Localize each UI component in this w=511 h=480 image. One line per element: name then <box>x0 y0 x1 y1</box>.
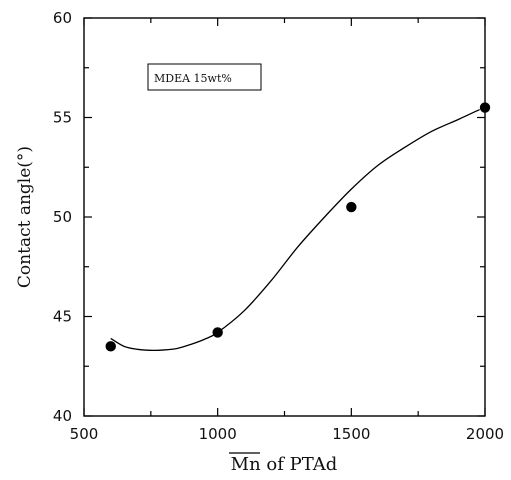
data-point <box>346 201 357 213</box>
x-tick-label: 1500 <box>332 425 370 443</box>
x-axis-title-rest: of PTAd <box>261 454 338 475</box>
x-axis-title: Mn of PTAd <box>229 452 338 475</box>
x-tick-label: 2000 <box>466 425 504 443</box>
tick-marks <box>83 17 486 417</box>
y-tick-label: 55 <box>53 109 72 127</box>
y-tick-label: 60 <box>53 9 72 27</box>
y-tick-labels: 40 45 50 55 60 <box>53 9 72 425</box>
y-axis-title: Contact angle(°) <box>15 146 35 288</box>
x-tick-labels: 500 1000 1500 2000 <box>70 425 504 443</box>
y-tick-label: 40 <box>53 407 72 425</box>
data-point <box>105 341 116 352</box>
legend-box-label: MDEA 15wt% <box>154 72 232 85</box>
data-point <box>212 327 223 338</box>
fit-curve <box>110 108 480 352</box>
data-point <box>479 102 491 113</box>
x-axis-title-overline-part: Mn <box>231 454 261 475</box>
y-tick-label: 50 <box>53 208 72 226</box>
x-tick-label: 500 <box>70 425 99 443</box>
data-points <box>105 102 491 352</box>
svg-text:Mn of PTAd: Mn of PTAd <box>231 454 338 475</box>
x-tick-label: 1000 <box>199 425 237 443</box>
plot-frame <box>83 17 486 417</box>
legend-box: MDEA 15wt% <box>147 63 262 91</box>
y-tick-label: 45 <box>53 308 72 326</box>
